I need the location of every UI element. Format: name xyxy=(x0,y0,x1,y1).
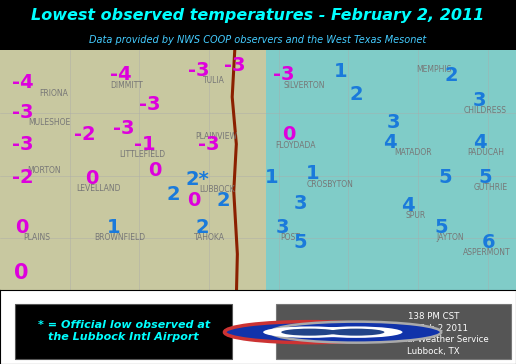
Text: -4: -4 xyxy=(12,74,34,92)
Text: POST: POST xyxy=(281,233,300,242)
Text: LITTLEFIELD: LITTLEFIELD xyxy=(119,150,166,159)
Text: BROWNFIELD: BROWNFIELD xyxy=(94,233,146,242)
Text: 0: 0 xyxy=(187,190,200,210)
Text: LUBBOCK: LUBBOCK xyxy=(199,185,235,194)
Text: 2: 2 xyxy=(445,66,458,85)
Text: -3: -3 xyxy=(224,56,246,75)
Text: 5: 5 xyxy=(478,167,492,187)
Text: 0: 0 xyxy=(15,218,28,237)
Text: 3: 3 xyxy=(294,194,307,213)
Text: 0: 0 xyxy=(148,161,162,180)
Text: PLAINS: PLAINS xyxy=(24,233,51,242)
Bar xyxy=(266,50,516,364)
Text: -2: -2 xyxy=(74,125,96,144)
Text: CHILDRESS: CHILDRESS xyxy=(463,106,507,115)
Text: -2: -2 xyxy=(12,168,34,187)
Text: -3: -3 xyxy=(198,135,220,154)
Text: * = Official low observed at
the Lubbock Intl Airport: * = Official low observed at the Lubbock… xyxy=(38,320,210,342)
Text: 5: 5 xyxy=(434,218,448,237)
Text: FRIONA: FRIONA xyxy=(40,89,69,98)
Circle shape xyxy=(263,327,356,338)
Text: DIMMITT: DIMMITT xyxy=(110,80,143,90)
Text: 1: 1 xyxy=(265,167,279,187)
Text: Data provided by NWS COOP observers and the West Texas Mesonet: Data provided by NWS COOP observers and … xyxy=(89,35,427,45)
Circle shape xyxy=(281,329,338,336)
Text: 3: 3 xyxy=(276,218,289,237)
Text: -3: -3 xyxy=(139,95,160,114)
Text: PADUCAH: PADUCAH xyxy=(467,148,505,157)
Text: -3: -3 xyxy=(12,135,34,154)
Text: -1: -1 xyxy=(134,135,155,154)
Text: -3: -3 xyxy=(188,61,209,80)
Text: -3: -3 xyxy=(273,66,295,84)
Text: 6: 6 xyxy=(481,233,495,252)
Text: 4: 4 xyxy=(383,133,397,152)
Text: 0: 0 xyxy=(282,125,296,144)
Bar xyxy=(276,304,511,359)
Text: Lowest observed temperatures - February 2, 2011: Lowest observed temperatures - February … xyxy=(31,8,485,23)
Text: 3: 3 xyxy=(386,112,400,132)
Text: 138 PM CST
Wed Feb 2 2011
National Weather Service
Lubbock, TX: 138 PM CST Wed Feb 2 2011 National Weath… xyxy=(379,312,488,356)
Text: 2: 2 xyxy=(196,218,209,237)
Circle shape xyxy=(310,327,402,338)
Text: 5: 5 xyxy=(294,233,307,252)
Bar xyxy=(0,50,266,364)
Text: -4: -4 xyxy=(110,66,132,84)
Circle shape xyxy=(328,329,384,336)
Text: MORTON: MORTON xyxy=(27,166,61,175)
Text: -3: -3 xyxy=(113,119,135,138)
Text: TULIA: TULIA xyxy=(203,76,225,85)
Text: MULESHOE: MULESHOE xyxy=(28,118,70,127)
Circle shape xyxy=(271,322,441,343)
Text: 1: 1 xyxy=(107,218,120,237)
Text: 0: 0 xyxy=(85,169,98,188)
Text: JAYTON: JAYTON xyxy=(436,233,464,242)
Text: -3: -3 xyxy=(12,103,34,122)
Text: 4: 4 xyxy=(401,196,414,215)
Text: 5: 5 xyxy=(438,167,452,187)
Circle shape xyxy=(224,322,395,343)
Text: GUTHRIE: GUTHRIE xyxy=(473,183,507,191)
Text: 1: 1 xyxy=(334,62,347,82)
Text: 3: 3 xyxy=(473,91,487,110)
Text: FLOYDADA: FLOYDADA xyxy=(275,141,315,150)
Text: LEVELLAND: LEVELLAND xyxy=(76,184,120,193)
Text: 2: 2 xyxy=(216,190,230,210)
Text: SPUR: SPUR xyxy=(406,211,426,220)
Text: 1: 1 xyxy=(305,165,319,183)
Text: CROSBYTON: CROSBYTON xyxy=(307,179,353,189)
Text: TAHOKA: TAHOKA xyxy=(194,233,224,242)
Text: 2: 2 xyxy=(349,85,363,104)
Text: MEMPHIS: MEMPHIS xyxy=(416,65,451,74)
Text: 0: 0 xyxy=(14,263,29,283)
Text: 2*: 2* xyxy=(185,170,209,189)
Bar xyxy=(15,304,232,359)
Text: 2: 2 xyxy=(167,186,180,205)
Text: MATADOR: MATADOR xyxy=(394,148,431,157)
Text: SILVERTON: SILVERTON xyxy=(284,81,325,90)
Text: ASPERMONT: ASPERMONT xyxy=(463,248,511,257)
Text: PLAINVIEW: PLAINVIEW xyxy=(196,132,238,141)
Text: 4: 4 xyxy=(473,133,487,152)
